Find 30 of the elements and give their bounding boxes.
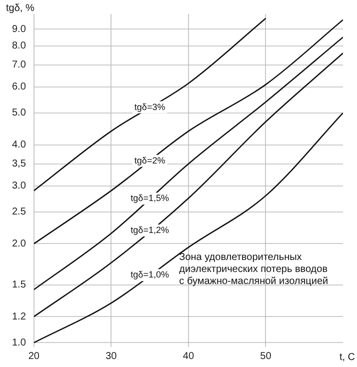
annotation: Зона удовлетворительных диэлектрических потерь вводов с бумажно-масляной изоляцией [179,252,328,287]
series-label: tgδ=1,0% [130,270,169,280]
y-tick-label: 5.0 [12,108,26,119]
series-label: tgδ=1,5% [130,193,169,204]
y-tick-label: 7.0 [12,60,26,71]
y-tick-label: 9.0 [12,24,26,35]
y-tick-label: 6.0 [12,82,26,93]
y-tick-label: 1.0 [12,337,26,348]
y-tick-label: 4.0 [12,140,26,151]
line-series [34,52,343,318]
x-axis-title: t, C [339,352,355,363]
line-series [34,36,343,290]
y-tick-label: 1.5 [12,280,26,291]
x-tick-label: 20 [28,350,40,362]
line-series [34,112,343,344]
line-series [34,18,266,192]
y-axis-title: tgδ, % [6,2,34,14]
x-tick-label: 50 [260,350,272,362]
y-tick-label: 8.0 [12,40,26,52]
y-tick-label: 2.5 [12,206,26,218]
series-label: tgδ=2% [134,155,166,166]
series-label: tgδ=1,2% [130,225,169,236]
x-tick-label: 40 [182,350,194,362]
y-tick-label: 2.0 [12,238,26,250]
series-label: tgδ=3% [134,102,166,112]
y-tick-label: 3.0 [12,180,26,192]
y-tick-label: 3,5 [12,158,26,170]
x-tick-label: 30 [106,350,118,362]
line-series [34,19,343,244]
y-tick-label: 1.2 [12,311,26,322]
